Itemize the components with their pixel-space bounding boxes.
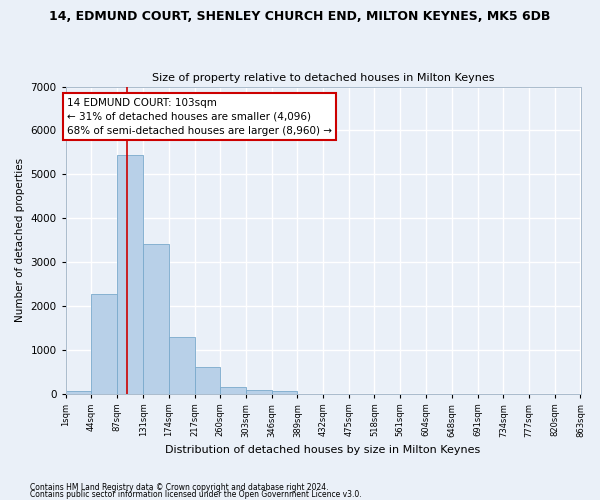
- Bar: [91, 294, 117, 394]
- Bar: [117, 154, 143, 394]
- Title: Size of property relative to detached houses in Milton Keynes: Size of property relative to detached ho…: [152, 73, 494, 83]
- X-axis label: Distribution of detached houses by size in Milton Keynes: Distribution of detached houses by size …: [166, 445, 481, 455]
- Text: 14 EDMUND COURT: 103sqm
← 31% of detached houses are smaller (4,096)
68% of semi: 14 EDMUND COURT: 103sqm ← 31% of detache…: [67, 98, 332, 136]
- Text: Contains public sector information licensed under the Open Government Licence v3: Contains public sector information licen…: [30, 490, 362, 499]
- Bar: [143, 244, 169, 394]
- Bar: [272, 392, 298, 394]
- Bar: [220, 387, 246, 394]
- Text: 14, EDMUND COURT, SHENLEY CHURCH END, MILTON KEYNES, MK5 6DB: 14, EDMUND COURT, SHENLEY CHURCH END, MI…: [49, 10, 551, 23]
- Text: Contains HM Land Registry data © Crown copyright and database right 2024.: Contains HM Land Registry data © Crown c…: [30, 484, 329, 492]
- Bar: [195, 368, 220, 394]
- Bar: [169, 336, 195, 394]
- Bar: [66, 392, 91, 394]
- Bar: [246, 390, 272, 394]
- Y-axis label: Number of detached properties: Number of detached properties: [15, 158, 25, 322]
